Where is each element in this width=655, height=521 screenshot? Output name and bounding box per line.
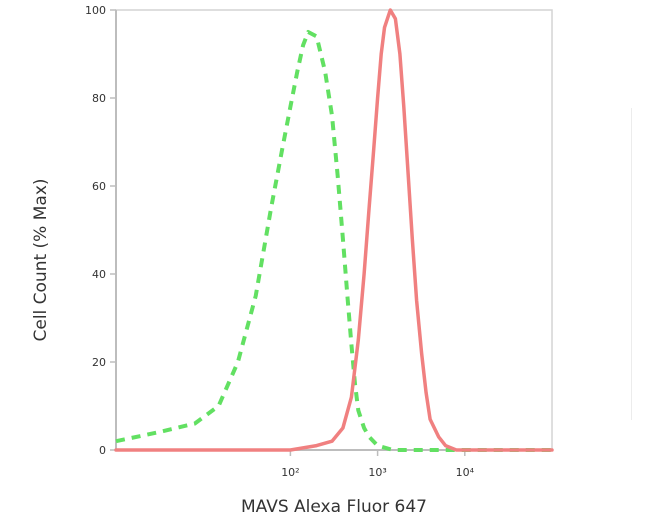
y-tick-label: 80 <box>92 92 106 105</box>
y-tick-label: 20 <box>92 356 106 369</box>
x-tick-label: 10² <box>281 466 299 479</box>
y-tick-label: 100 <box>85 4 106 17</box>
histogram-series-line <box>115 30 552 452</box>
histogram-series <box>114 8 554 452</box>
x-axis-ticks: 10² 10³ 10⁴ <box>281 450 475 479</box>
y-tick-label: 40 <box>92 268 106 281</box>
histogram-series-line <box>114 8 554 452</box>
x-tick-label: 10⁴ <box>456 466 475 479</box>
y-axis-label: Cell Count (% Max) <box>31 178 51 341</box>
plot-frame <box>115 9 553 451</box>
side-legend-strip <box>631 108 640 420</box>
x-axis-label: MAVS Alexa Fluor 647 <box>241 497 427 517</box>
y-axis-ticks: 0 20 40 60 80 100 <box>85 4 116 457</box>
y-tick-label: 0 <box>99 444 106 457</box>
x-tick-label: 10³ <box>368 466 386 479</box>
y-tick-label: 60 <box>92 180 106 193</box>
